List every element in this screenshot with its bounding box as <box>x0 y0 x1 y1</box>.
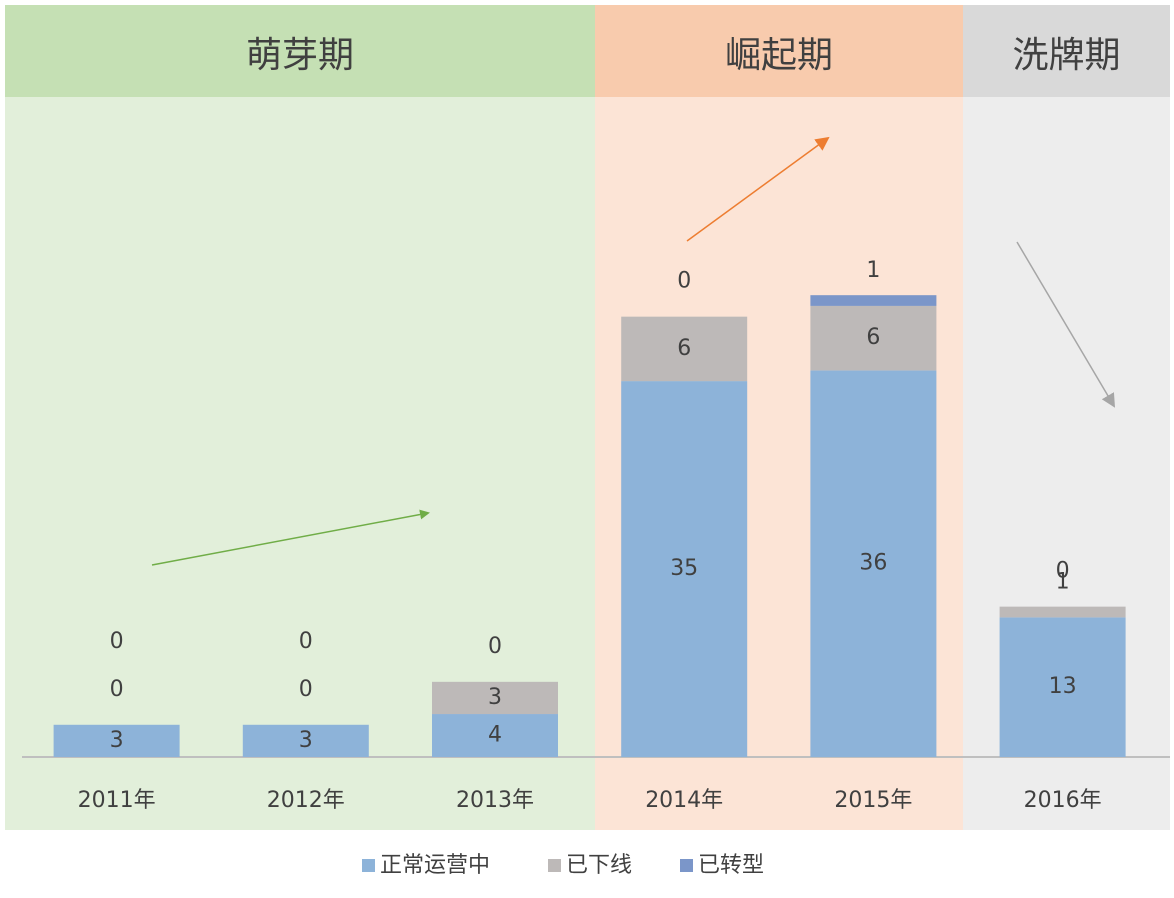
trend-arrow <box>686 136 830 242</box>
legend-swatch <box>548 859 561 872</box>
bar-segment <box>242 724 369 757</box>
bar-segment <box>810 295 937 306</box>
data-label: 0 <box>677 269 691 294</box>
bar-segment <box>810 305 937 371</box>
data-label: 0 <box>299 629 313 654</box>
legend-label: 已转型 <box>698 853 764 878</box>
data-label: 6 <box>677 336 691 361</box>
data-label: 4 <box>488 723 502 748</box>
phase-label: 崛起期 <box>725 35 833 76</box>
legend-swatch <box>362 859 375 872</box>
data-label: 3 <box>488 685 502 710</box>
data-label: 6 <box>866 325 880 350</box>
x-tick-label: 2015年 <box>834 788 912 813</box>
x-tick-label: 2012年 <box>267 788 345 813</box>
phase-label: 洗牌期 <box>1012 35 1120 76</box>
phase-header <box>595 5 963 97</box>
bar-segment <box>810 370 937 757</box>
data-label: 1 <box>866 258 880 283</box>
trend-arrow <box>1016 241 1116 408</box>
data-label: 36 <box>859 551 887 576</box>
bar-segment <box>621 381 748 757</box>
data-label: 0 <box>110 629 124 654</box>
data-label: 0 <box>1056 559 1070 584</box>
trend-arrow <box>151 509 430 566</box>
x-tick-label: 2013年 <box>456 788 534 813</box>
bar-segment <box>432 714 558 757</box>
bar-segment <box>999 606 1126 618</box>
data-label: 0 <box>110 677 124 702</box>
phase-header <box>5 5 595 97</box>
phase-header <box>963 5 1170 97</box>
data-label: 3 <box>110 728 124 753</box>
bar-segment <box>621 316 748 382</box>
x-tick-label: 2011年 <box>78 788 156 813</box>
bar-segment <box>432 681 558 715</box>
data-label: 35 <box>670 556 698 581</box>
data-label: 0 <box>488 634 502 659</box>
x-tick-label: 2014年 <box>645 788 723 813</box>
bar-segment <box>999 617 1126 757</box>
x-tick-label: 2016年 <box>1024 788 1102 813</box>
legend-label: 已下线 <box>566 853 632 878</box>
phase-label: 萌芽期 <box>246 35 354 76</box>
data-label: 0 <box>299 677 313 702</box>
bar-segment <box>53 724 180 757</box>
legend-swatch <box>680 859 693 872</box>
data-label: 1 <box>1056 570 1070 595</box>
data-label: 3 <box>299 728 313 753</box>
data-label: 13 <box>1049 674 1077 699</box>
legend-label: 正常运营中 <box>380 853 490 878</box>
